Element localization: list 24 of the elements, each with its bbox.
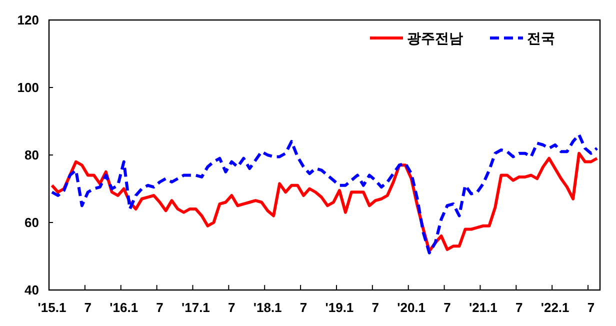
x-tick-label: '16.1: [110, 300, 138, 315]
y-tick-label: 60: [24, 215, 39, 230]
x-tick-label: 7: [156, 300, 164, 315]
x-tick-label: '20.1: [397, 300, 426, 315]
y-tick-label: 100: [17, 80, 39, 96]
x-tick-label: 7: [84, 300, 92, 315]
x-tick-label: '17.1: [182, 300, 210, 315]
legend-label: 광주전남: [407, 30, 463, 46]
x-tick-label: 7: [444, 300, 451, 315]
x-tick-label: 7: [372, 300, 380, 315]
x-tick-label: '15.1: [38, 300, 66, 315]
y-tick-label: 80: [24, 148, 39, 163]
x-tick-label: '19.1: [325, 300, 354, 315]
x-tick-label: '22.1: [540, 300, 570, 315]
y-tick-label: 120: [17, 12, 39, 28]
x-tick-label: '21.1: [469, 300, 498, 315]
line-series: [50, 133, 599, 254]
x-tick-label: 7: [587, 300, 595, 315]
x-tick-label: 7: [516, 300, 523, 315]
x-tick-label: '18.1: [253, 300, 282, 315]
x-tick-label: 7: [228, 300, 236, 315]
x-tick-label: 7: [300, 300, 308, 315]
legend-label: 전국: [527, 30, 555, 46]
y-tick-label: 40: [24, 282, 39, 298]
